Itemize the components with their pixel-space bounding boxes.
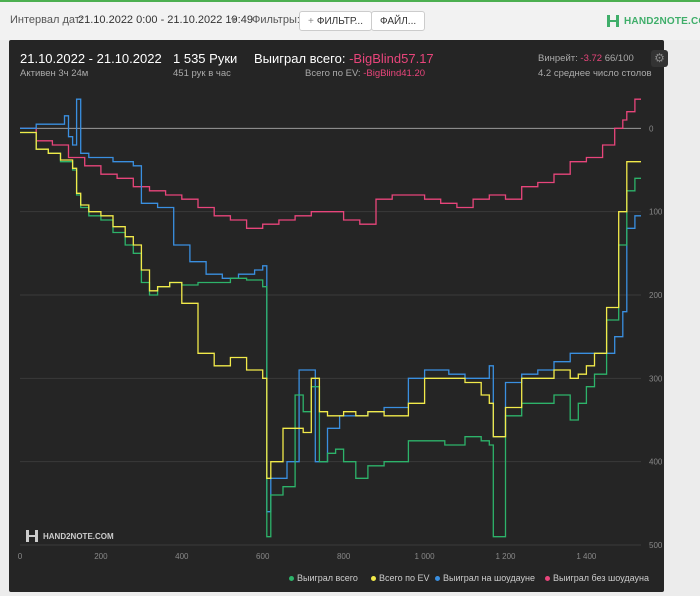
y-tick-label: 0 [649,124,654,133]
hands-count: 1 535 Руки [173,51,238,66]
hands-per-hour: 451 рук в час [173,68,231,79]
x-tick-label: 0 [18,552,23,561]
x-tick-label: 1 000 [415,552,436,561]
file-button[interactable]: ФАЙЛ... [371,11,426,31]
y-tick-label: 300 [649,374,663,383]
series-lines [20,98,641,538]
grid [20,127,641,546]
x-tick-label: 1 400 [576,552,597,561]
legend-dot [371,575,376,581]
watermark: HAND2NOTE.COM [25,529,114,543]
brand-logo: HAND2NOTE.COM [606,14,700,28]
plus-icon: + [308,16,314,27]
date-range-selector[interactable]: 21.10.2022 0:00 - 21.10.2022 19:49 [78,14,253,26]
filter-button[interactable]: + ФИЛЬТР... [299,11,372,31]
won-total: Выиграл всего: -BigBlind57.17 [254,51,434,66]
x-tick-label: 600 [256,552,270,561]
y-tick-label: 400 [649,458,663,467]
logo-icon [607,15,619,27]
y-tick-label: 500 [649,541,663,550]
legend-item-green[interactable]: Выиграл всего [289,573,358,583]
legend-item-yellow[interactable]: Всего по EV [371,573,429,583]
interval-label: Интервал дат: [10,14,83,26]
winrate: Винрейт: -3.72 66/100 [538,53,634,64]
x-tick-label: 200 [94,552,108,561]
ev-total: Всего по EV: -BigBlind41.20 [305,68,426,79]
avg-tables: 4.2 среднее число столов [538,68,652,79]
filters-label: Фильтры: [252,14,300,26]
series-line-3 [20,98,641,229]
legend-dot [545,575,550,581]
toolbar: Интервал дат: 21.10.2022 0:00 - 21.10.20… [0,0,700,40]
x-tick-label: 1 200 [495,552,516,561]
series-line-2 [20,98,641,513]
y-tick-label: 100 [649,208,663,217]
date-span: 21.10.2022 - 21.10.2022 [20,51,162,66]
y-tick-label: 200 [649,291,663,300]
legend-item-pink[interactable]: Выиграл без шоудауна [545,573,649,583]
chevron-down-icon[interactable]: ▼ [229,15,238,25]
series-line-1 [20,131,641,479]
x-tick-label: 400 [175,552,189,561]
legend-dot [289,575,294,581]
gear-icon[interactable]: ⚙ [651,50,668,67]
x-tick-label: 800 [337,552,351,561]
active-time: Активен 3ч 24м [20,68,89,79]
graph-panel [9,40,664,592]
legend-item-blue[interactable]: Выиграл на шоудауне [435,573,535,583]
logo-icon [26,530,38,542]
legend-dot [435,575,440,581]
tick-labels: 0 100 200 300 400 500 0 200 400 600 800 1 000 1 200 1… [18,124,663,561]
series-line-0 [20,131,641,538]
